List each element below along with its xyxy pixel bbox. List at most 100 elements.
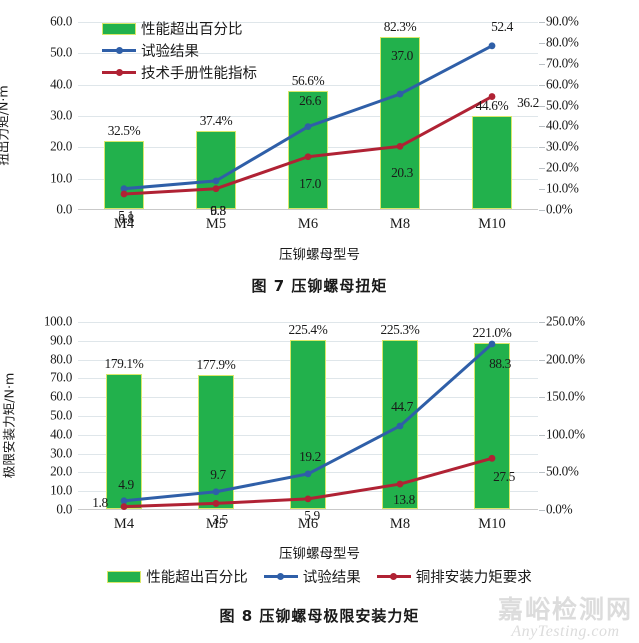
legend-bar-swatch-icon — [107, 570, 142, 583]
y2-axis-tick-label: 250.0% — [546, 313, 585, 329]
legend-line-swatch-icon — [102, 45, 136, 57]
y-axis-tick-label: 20.0 — [50, 139, 72, 155]
point-value-label: 5.9 — [304, 507, 320, 523]
plot-frame — [78, 322, 538, 511]
y2-axis-tick-mark — [539, 63, 545, 65]
x-axis-tick-label: M6 — [297, 516, 319, 532]
y-axis-title: 扭出力矩/N·m — [0, 85, 11, 166]
y2-axis-tick-label: 0.0% — [546, 201, 573, 217]
x-axis-tick-label: M8 — [389, 216, 411, 232]
point-value-label: 9.3 — [210, 202, 226, 218]
y2-axis-tick-mark — [539, 434, 545, 436]
point-value-label: 4.9 — [118, 476, 134, 492]
bar-M5 — [195, 130, 237, 209]
y-axis-tick-label: 10.0 — [50, 170, 72, 186]
y-axis-tick-label: 50.0 — [50, 407, 72, 423]
legend-item-0[interactable]: 性能超出百分比 — [107, 566, 248, 587]
y2-axis-tick-mark — [539, 397, 545, 399]
x-axis-tick-label: M4 — [113, 216, 135, 232]
y-axis-tick-label: 40.0 — [50, 76, 72, 92]
point-value-label: 26.6 — [299, 92, 321, 108]
y2-axis-tick-label: 80.0% — [546, 34, 579, 50]
legend-line-swatch-icon — [263, 571, 298, 583]
point-value-label: 5.1 — [118, 208, 134, 224]
y-axis-tick-label: 20.0 — [50, 464, 72, 480]
y2-axis-tick-label: 10.0% — [546, 180, 579, 196]
figure-7: 扭出力矩/N·m 0.0 10.0 20.0 30.0 40.0 50.0 60.0 0.0%… — [0, 0, 639, 300]
data-point — [488, 42, 496, 50]
legend-item-2[interactable]: 技术手册性能指标 — [102, 62, 257, 83]
bar-M5 — [197, 375, 235, 509]
legend-item-label: 技术手册性能指标 — [141, 66, 257, 82]
point-value-label: 19.2 — [299, 448, 321, 464]
gridline — [78, 322, 538, 323]
x-axis-tick-label: M5 — [205, 516, 227, 532]
point-value-label: 3.5 — [212, 512, 228, 528]
point-value-label: 27.5 — [493, 469, 515, 485]
y2-axis-tick-label: 200.0% — [546, 351, 585, 367]
y2-axis-tick-mark — [539, 189, 545, 191]
y2-axis-tick-mark — [539, 126, 545, 128]
y-axis-tick-label: 0.0 — [56, 501, 72, 517]
y2-axis-tick-label: 20.0% — [546, 159, 579, 175]
y2-axis-tick-mark — [539, 84, 545, 86]
bar-value-label: 82.3% — [383, 19, 417, 35]
legend-item-label: 性能超出百分比 — [146, 570, 248, 586]
point-value-label: 17.0 — [299, 175, 321, 191]
point-value-label: 88.3 — [489, 355, 511, 371]
y-axis-tick-label: 100.0 — [43, 313, 72, 329]
gridline — [78, 22, 538, 23]
x-axis-tick-label: M5 — [205, 216, 227, 232]
point-value-label: 52.4 — [491, 18, 513, 34]
x-axis-tick-label: M6 — [297, 216, 319, 232]
x-axis-tick-label: M8 — [389, 516, 411, 532]
y-axis-tick-label: 40.0 — [50, 426, 72, 442]
chart-legend-figure-7: 性能超出百分比 试验结果技术手册性能指标 — [102, 18, 257, 83]
y2-axis-tick-mark — [539, 472, 545, 474]
y2-axis-tick-mark — [539, 510, 545, 511]
legend-item-1[interactable]: 试验结果 — [102, 40, 257, 61]
point-value-label: 9.7 — [210, 466, 226, 482]
y-axis-tick-label: 50.0 — [50, 45, 72, 61]
y2-axis-tick-mark — [539, 42, 545, 44]
point-value-label: 44.7 — [391, 398, 413, 414]
legend-item-label: 试验结果 — [141, 44, 199, 60]
y2-axis-tick-label: 50.0% — [546, 464, 579, 480]
legend-bar-swatch-icon — [102, 22, 136, 35]
chart-legend-figure-8: 性能超出百分比 试验结果 铜排安装力矩要求 — [0, 566, 639, 587]
bar-M6 — [289, 339, 327, 509]
y-axis-tick-label: 10.0 — [50, 482, 72, 498]
legend-item-1[interactable]: 试验结果 — [263, 566, 361, 587]
y-axis-tick-label: 70.0 — [50, 370, 72, 386]
y2-axis-tick-label: 30.0% — [546, 139, 579, 155]
y2-axis-tick-label: 100.0% — [546, 426, 585, 442]
point-value-label: 20.3 — [391, 165, 413, 181]
y-axis-tick-label: 80.0 — [50, 351, 72, 367]
legend-line-swatch-icon — [376, 571, 411, 583]
y-axis-tick-label: 30.0 — [50, 107, 72, 123]
x-axis-title: 压铆螺母型号 — [279, 247, 360, 263]
y2-axis-tick-mark — [539, 210, 545, 211]
bar-M10 — [471, 115, 513, 209]
y-axis-tick-label: 90.0 — [50, 332, 72, 348]
y2-axis-tick-label: 0.0% — [546, 501, 573, 517]
legend-item-2[interactable]: 铜排安装力矩要求 — [376, 566, 532, 587]
y2-axis-tick-label: 40.0% — [546, 118, 579, 134]
y2-axis-tick-mark — [539, 147, 545, 149]
chart-plot-area-figure-8: 0.0 10.0 20.0 30.0 40.0 50.0 60.0 70.0 80.0 90.0 1… — [44, 314, 585, 532]
x-axis-tick-label: M10 — [478, 216, 506, 232]
y2-axis-tick-mark — [539, 105, 545, 107]
bar-value-label: 177.9% — [196, 357, 236, 373]
y2-axis-tick-mark — [539, 22, 545, 23]
bar-M4 — [103, 141, 145, 209]
legend-item-0[interactable]: 性能超出百分比 — [102, 18, 257, 39]
y2-axis-tick-mark — [539, 322, 545, 323]
bar-value-label: 225.3% — [380, 321, 420, 337]
x-axis-tick-label: M4 — [113, 516, 135, 532]
y-axis-tick-label: 60.0 — [50, 13, 72, 29]
bar-value-label: 32.5% — [107, 123, 141, 139]
point-value-label: 13.8 — [393, 492, 415, 508]
legend-item-label: 性能超出百分比 — [141, 22, 243, 38]
point-value-label: 6.8 — [210, 202, 226, 218]
y-axis-tick-label: 60.0 — [50, 388, 72, 404]
